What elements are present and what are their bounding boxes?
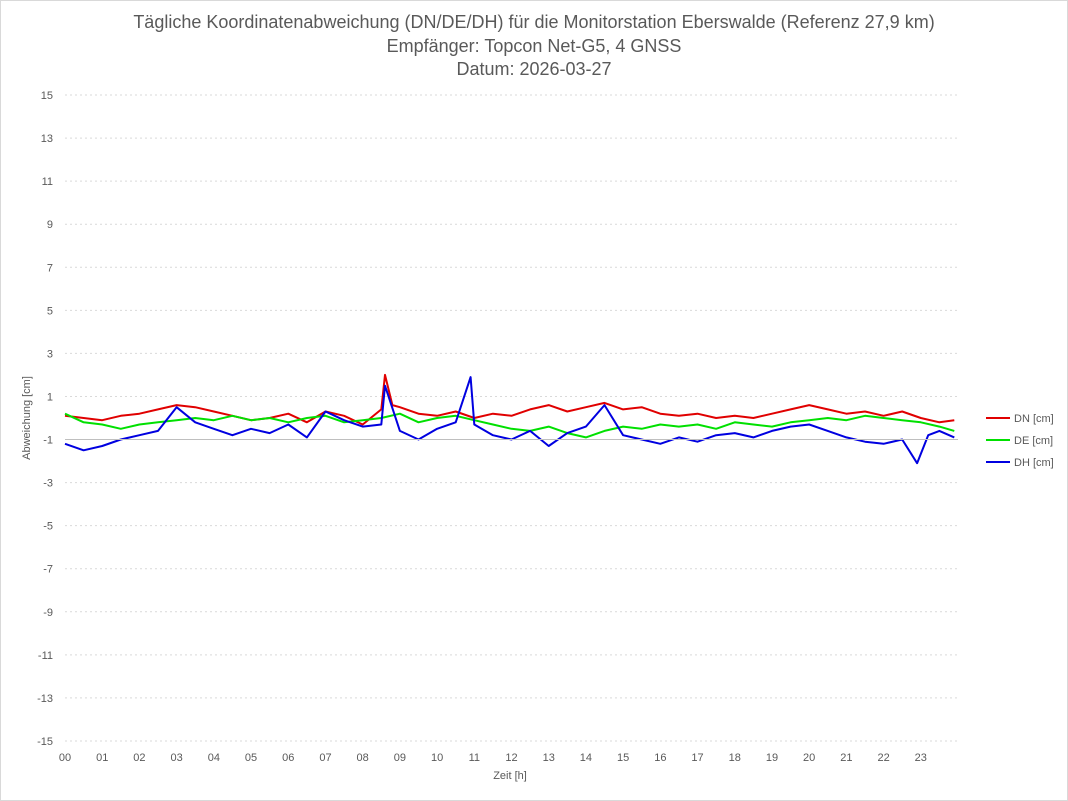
y-tick-label: 9 [47,219,53,231]
x-tick-label: 11 [469,752,480,764]
x-tick-label: 22 [877,752,889,764]
y-tick-label: -11 [38,650,53,662]
x-axis-title: Zeit [h] [493,770,527,782]
y-tick-label: 15 [41,90,53,102]
x-tick-label: 16 [654,752,666,764]
x-tick-label: 19 [766,752,778,764]
chart-title-line-2: Empfänger: Topcon Net-G5, 4 GNSS [386,36,682,56]
x-tick-label: 14 [580,752,592,764]
x-tick-label: 20 [803,752,815,764]
legend-label: DN [cm] [1014,413,1054,425]
y-tick-label: 3 [47,348,53,360]
y-tick-label: -13 [37,693,53,705]
y-tick-label: 7 [47,262,53,274]
x-tick-label: 09 [394,752,406,764]
x-tick-label: 18 [729,752,741,764]
chart-title-line-3: Datum: 2026-03-27 [456,59,612,79]
y-tick-label: -5 [43,521,53,533]
x-tick-label: 04 [208,752,220,764]
y-tick-label: -1 [43,435,53,447]
legend-label: DH [cm] [1014,457,1054,469]
x-tick-label: 15 [617,752,629,764]
x-tick-label: 23 [915,752,927,764]
x-tick-label: 07 [319,752,331,764]
y-tick-label: -7 [43,564,53,576]
y-tick-label: -3 [43,478,53,490]
legend-label: DE [cm] [1014,435,1053,447]
y-tick-label: -9 [43,607,53,619]
x-tick-label: 21 [840,752,852,764]
series-line-1 [64,373,955,426]
x-tick-label: 03 [171,752,183,764]
chart-title-line-1: Tägliche Koordinatenabweichung (DN/DE/DH… [133,12,935,32]
series-line-2 [64,412,955,439]
x-tick-label: 01 [96,752,108,764]
x-tick-label: 06 [282,752,294,764]
x-tick-label: 17 [691,752,703,764]
x-tick-label: 13 [543,752,555,764]
y-axis-title: Abweichung [cm] [21,376,33,460]
y-tick-label: 1 [47,391,53,403]
x-tick-label: 10 [431,752,443,764]
y-tick-label: -15 [37,736,53,748]
x-tick-label: 00 [59,752,71,764]
y-tick-label: 11 [42,176,53,188]
series-line-3 [64,376,955,465]
x-tick-label: 08 [357,752,369,764]
x-tick-label: 05 [245,752,257,764]
x-tick-label: 02 [133,752,145,764]
x-tick-label: 12 [505,752,517,764]
y-tick-label: 5 [47,305,53,317]
y-tick-label: 13 [41,133,53,145]
